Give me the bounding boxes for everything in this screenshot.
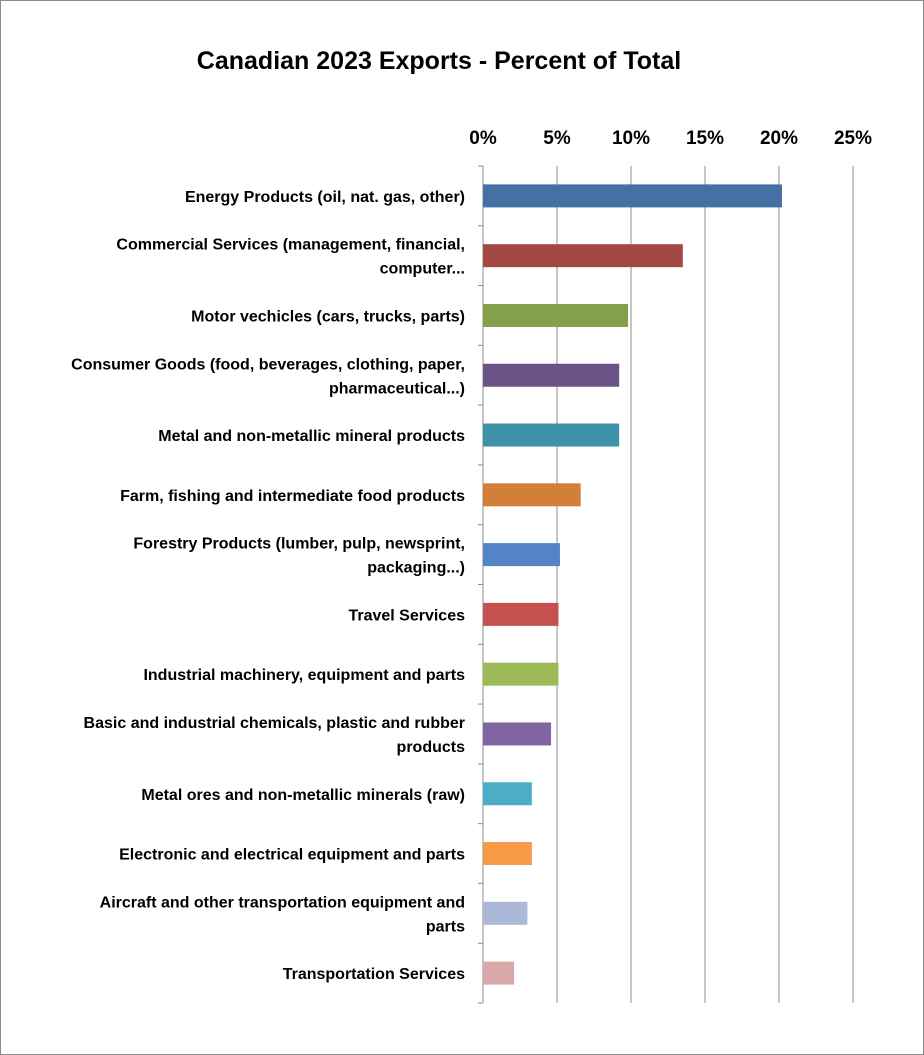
category-label-line: Industrial machinery, equipment and part… <box>143 667 465 684</box>
bar <box>483 722 552 746</box>
category-label: Aircraft and other transportation equipm… <box>100 894 465 935</box>
category-label: Travel Services <box>348 607 465 624</box>
category-label: Metal and non-metallic mineral products <box>158 428 465 445</box>
x-axis-ticks: 0% 5% 10% 15% 20% 25% <box>469 128 872 149</box>
bar <box>483 543 560 567</box>
category-label-line: Energy Products (oil, nat. gas, other) <box>185 189 465 206</box>
category-label-line: Electronic and electrical equipment and … <box>119 847 465 864</box>
bar <box>483 782 532 806</box>
x-tick-label: 20% <box>760 128 798 149</box>
x-tick-label: 0% <box>469 128 497 149</box>
x-tick-label: 5% <box>543 128 571 149</box>
category-label: Metal ores and non-metallic minerals (ra… <box>141 787 465 804</box>
category-label: Forestry Products (lumber, pulp, newspri… <box>133 536 465 577</box>
category-label: Motor vechicles (cars, trucks, parts) <box>191 308 465 325</box>
category-label-line: Aircraft and other transportation equipm… <box>100 894 465 911</box>
chart-title: Canadian 2023 Exports - Percent of Total <box>197 47 681 75</box>
category-label-line: computer... <box>380 261 465 278</box>
bars <box>483 184 782 985</box>
category-label-line: Forestry Products (lumber, pulp, newspri… <box>133 536 465 553</box>
x-tick-label: 25% <box>834 128 872 149</box>
bar <box>483 244 683 268</box>
bar <box>483 423 620 447</box>
category-label: Commercial Services (management, financi… <box>116 237 465 278</box>
bar <box>483 363 620 387</box>
category-label-line: packaging...) <box>367 560 465 577</box>
bar <box>483 602 559 626</box>
x-tick-label: 15% <box>686 128 724 149</box>
category-label: Farm, fishing and intermediate food prod… <box>120 488 465 505</box>
bar <box>483 303 629 327</box>
bar <box>483 961 515 985</box>
category-label: Energy Products (oil, nat. gas, other) <box>185 189 465 206</box>
gridlines <box>478 165 854 1004</box>
category-label: Consumer Goods (food, beverages, clothin… <box>71 356 465 397</box>
category-label: Transportation Services <box>283 966 465 983</box>
category-label-line: parts <box>426 918 465 935</box>
bar <box>483 184 782 208</box>
category-label: Industrial machinery, equipment and part… <box>143 667 465 684</box>
category-labels: Energy Products (oil, nat. gas, other) Co… <box>71 189 465 983</box>
category-label-line: Metal ores and non-metallic minerals (ra… <box>141 787 465 804</box>
category-label-line: Farm, fishing and intermediate food prod… <box>120 488 465 505</box>
category-label-line: Commercial Services (management, financi… <box>116 237 465 254</box>
bar <box>483 901 528 925</box>
x-tick-label: 10% <box>612 128 650 149</box>
category-label-line: products <box>397 739 466 756</box>
category-label-line: Transportation Services <box>283 966 465 983</box>
category-label: Basic and industrial chemicals, plastic … <box>84 715 466 756</box>
bar <box>483 662 559 686</box>
bar <box>483 842 532 866</box>
category-label-line: pharmaceutical...) <box>329 380 465 397</box>
bar <box>483 483 581 507</box>
category-label-line: Metal and non-metallic mineral products <box>158 428 465 445</box>
category-label: Electronic and electrical equipment and … <box>119 847 465 864</box>
category-label-line: Motor vechicles (cars, trucks, parts) <box>191 308 465 325</box>
category-label-line: Consumer Goods (food, beverages, clothin… <box>71 356 465 373</box>
category-label-line: Basic and industrial chemicals, plastic … <box>84 715 465 732</box>
category-label-line: Travel Services <box>348 607 465 624</box>
